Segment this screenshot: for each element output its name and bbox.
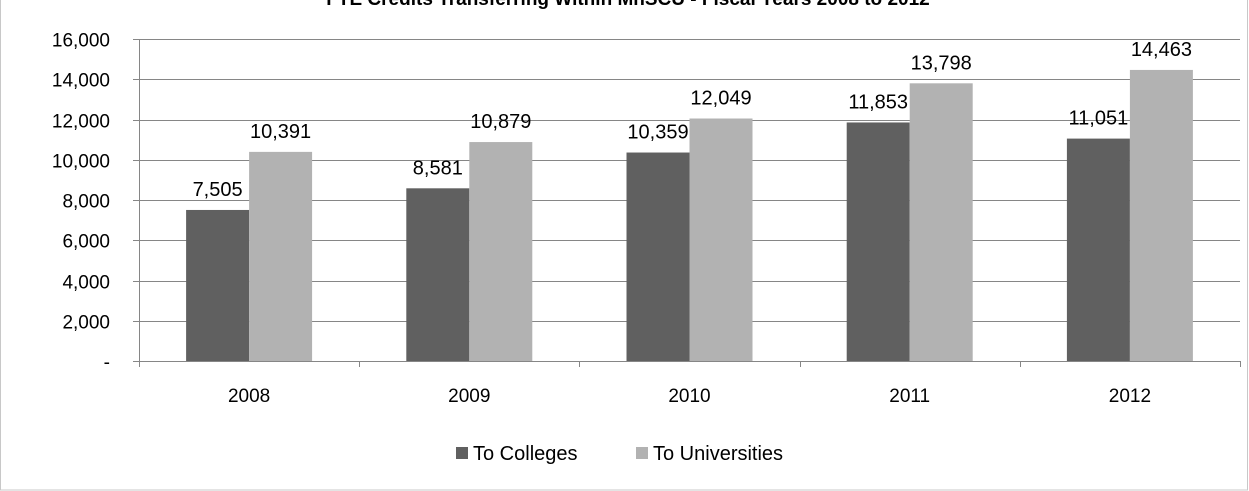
y-tick-label: 16,000 — [52, 31, 110, 52]
bar — [406, 188, 470, 361]
legend: To Colleges To Universities — [456, 443, 783, 465]
bar — [846, 122, 910, 361]
legend-label: To Colleges — [473, 443, 578, 465]
y-tick-label: 6,000 — [62, 232, 110, 253]
x-tick-label: 2008 — [228, 386, 270, 407]
data-label: 10,879 — [470, 111, 531, 133]
bar — [909, 83, 973, 361]
y-tick-label: - — [104, 353, 110, 374]
data-label: 10,359 — [627, 122, 688, 144]
bar — [1129, 69, 1193, 361]
bar — [626, 152, 690, 361]
data-label: 8,581 — [413, 157, 463, 179]
data-label: 12,049 — [690, 88, 751, 110]
y-tick-label: 10,000 — [52, 152, 110, 173]
x-tick-label: 2011 — [889, 386, 930, 407]
bar — [689, 118, 753, 361]
y-tick-label: 2,000 — [62, 313, 110, 334]
data-label: 11,853 — [848, 91, 908, 113]
data-label: 10,391 — [250, 121, 311, 143]
x-tick-label: 2010 — [668, 386, 710, 407]
data-label: 7,505 — [193, 179, 243, 201]
x-tick-label: 2009 — [448, 386, 490, 407]
legend-label: To Universities — [653, 443, 783, 465]
x-tick-label: 2012 — [1109, 386, 1151, 407]
data-label: 14,463 — [1131, 39, 1192, 61]
axes: - 2,000 4,000 6,000 8,000 10,000 12,000 14,000 1… — [52, 31, 1241, 407]
data-label: 11,051 — [1069, 108, 1129, 130]
data-label: 13,798 — [911, 52, 972, 74]
chart-title: FTE Credits Transferring Within MnSCU - … — [326, 0, 929, 10]
bars — [186, 69, 1193, 361]
legend-swatch — [456, 447, 468, 459]
y-tick-label: 4,000 — [62, 273, 110, 294]
y-tick-label: 8,000 — [62, 192, 110, 213]
bar — [186, 209, 250, 361]
y-tick-label: 12,000 — [52, 112, 110, 133]
legend-swatch — [636, 447, 648, 459]
y-tick-label: 14,000 — [52, 71, 110, 92]
bar — [249, 151, 313, 361]
bar — [1066, 138, 1130, 361]
bar — [469, 142, 533, 361]
